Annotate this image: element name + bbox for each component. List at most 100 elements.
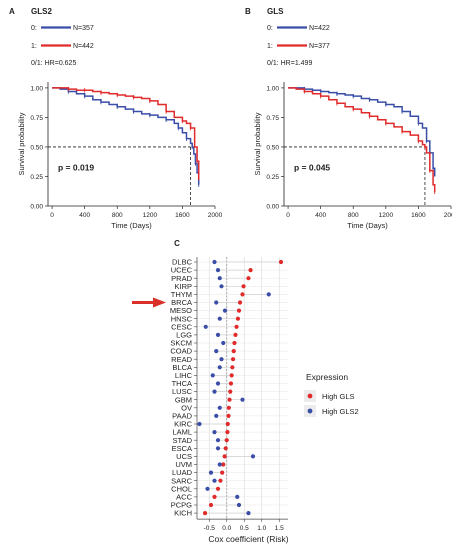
x-tick-label: 400 <box>79 212 90 219</box>
legend-code: 1: <box>267 43 273 50</box>
high-gls2-point <box>215 381 221 386</box>
legend-label: High GLS2 <box>322 407 359 416</box>
cancer-type-label: READ <box>171 355 192 364</box>
panel-letter: C <box>174 239 180 248</box>
y-tick-label: 0.50 <box>266 144 279 151</box>
high-gls-point <box>218 478 223 483</box>
high-gls2-point <box>197 421 202 427</box>
high-gls-point <box>237 300 243 305</box>
high-gls-point <box>224 438 229 443</box>
high-gls2-point <box>215 332 221 337</box>
highlight-arrow-head <box>153 297 166 308</box>
y-tick-label: 0.25 <box>30 174 43 181</box>
high-gls2-point <box>219 284 224 289</box>
x-tick-label: 0.5 <box>240 525 249 532</box>
high-gls2-point <box>212 389 217 394</box>
high-gls2-point <box>212 259 217 265</box>
cancer-type-label: BRCA <box>171 298 192 307</box>
high-gls2-point <box>212 430 217 435</box>
high-gls2-point <box>208 470 214 475</box>
high-gls2-point <box>210 373 215 378</box>
legend-count: N=442 <box>73 43 94 50</box>
x-tick-label: 1600 <box>175 212 190 219</box>
cancer-type-label: BLCA <box>172 363 192 372</box>
high-gls-point <box>240 292 245 297</box>
cancer-type-label: DLBC <box>172 258 193 267</box>
cancer-type-label: SARC <box>171 476 192 485</box>
legend-label: High GLS <box>322 392 355 401</box>
panel-letter: A <box>9 7 15 16</box>
high-gls-point <box>248 268 253 273</box>
panel-letter: B <box>245 7 251 16</box>
legend-count: N=422 <box>309 25 330 32</box>
high-gls-point <box>202 510 208 516</box>
cancer-type-label: STAD <box>173 436 193 445</box>
p-value: p = 0.019 <box>58 163 94 173</box>
cancer-type-label: GBM <box>175 395 192 404</box>
cancer-type-label: LUAD <box>172 468 193 477</box>
high-gls-point <box>212 494 217 499</box>
cancer-type-label: UCEC <box>171 266 193 275</box>
high-gls-point <box>227 397 232 402</box>
high-gls2-point <box>246 510 251 516</box>
high-gls2-point <box>235 494 240 499</box>
high-gls-point <box>222 454 227 459</box>
x-tick-label: 2000 <box>444 212 452 219</box>
cox-panel: C DLBCUCECPRADKIRPTHYMBRCAMESOHNSCCESCLGG… <box>132 239 359 544</box>
high-gls2-point <box>250 454 256 459</box>
cancer-type-label: LGG <box>176 331 192 340</box>
y-tick-label: 0.75 <box>266 115 279 122</box>
y-tick-label: 0.00 <box>30 204 43 211</box>
cancer-type-label: KICH <box>174 509 192 518</box>
high-gls-point <box>225 430 230 435</box>
high-gls-point <box>225 421 230 427</box>
cancer-type-label: PAAD <box>172 412 192 421</box>
y-tick-label: 0.75 <box>30 115 43 122</box>
km-panel-a: A GLS2 0: N=357 1: N=442 0/1: HR=0.625 0.00 0.25… <box>9 7 223 230</box>
cancer-type-label: COAD <box>170 347 192 356</box>
high-gls-point <box>229 373 234 378</box>
high-gls-point <box>228 389 233 394</box>
cancer-type-label: MESO <box>170 306 192 315</box>
high-gls2-point <box>221 340 226 346</box>
legend-count: N=377 <box>309 43 330 50</box>
high-gls-point <box>223 446 228 451</box>
km-panel-b: B GLS 0: N=422 1: N=377 0/1: HR=1.499 0.00 0.25 0… <box>245 7 452 230</box>
cancer-type-label: PCPG <box>171 501 192 510</box>
high-gls2-point <box>217 405 222 410</box>
legend-code: 0: <box>267 25 273 32</box>
x-tick-label: 1200 <box>379 212 394 219</box>
high-gls-point <box>232 340 237 346</box>
cancer-type-label: SKCM <box>170 339 192 348</box>
high-gls2-point <box>215 446 221 451</box>
cancer-type-label: LAML <box>172 428 192 437</box>
high-gls2-point <box>214 413 219 418</box>
cancer-type-label: UCS <box>176 452 192 461</box>
high-gls-point <box>221 462 226 467</box>
cancer-type-label: ACC <box>176 493 192 502</box>
cancer-type-label: THCA <box>172 379 192 388</box>
high-gls2-point <box>217 365 222 370</box>
cancer-type-label: OV <box>181 403 192 412</box>
legend-title: GLS2 <box>31 7 52 16</box>
high-gls2-point <box>240 397 245 402</box>
high-gls2-point <box>219 357 224 362</box>
y-axis-label: Survival probability <box>253 112 262 175</box>
x-tick-label: 800 <box>348 212 359 219</box>
high-gls-point <box>230 365 235 370</box>
high-gls2-point <box>217 462 222 467</box>
high-gls2-point <box>217 316 222 321</box>
x-tick-label: 1.0 <box>257 525 266 532</box>
legend-count: N=357 <box>73 25 94 32</box>
cancer-type-label: UVM <box>175 460 192 469</box>
high-gls2-point <box>215 438 221 443</box>
y-axis-label: Survival probability <box>17 112 26 175</box>
legend-code: 0: <box>31 25 37 32</box>
high-gls2-point <box>205 486 210 491</box>
survival-curve <box>288 87 436 192</box>
high-gls-point <box>231 349 236 354</box>
legend-title: GLS <box>267 7 284 16</box>
y-tick-label: 0.50 <box>30 144 43 151</box>
hazard-ratio: 0/1: HR=1.499 <box>267 60 312 67</box>
